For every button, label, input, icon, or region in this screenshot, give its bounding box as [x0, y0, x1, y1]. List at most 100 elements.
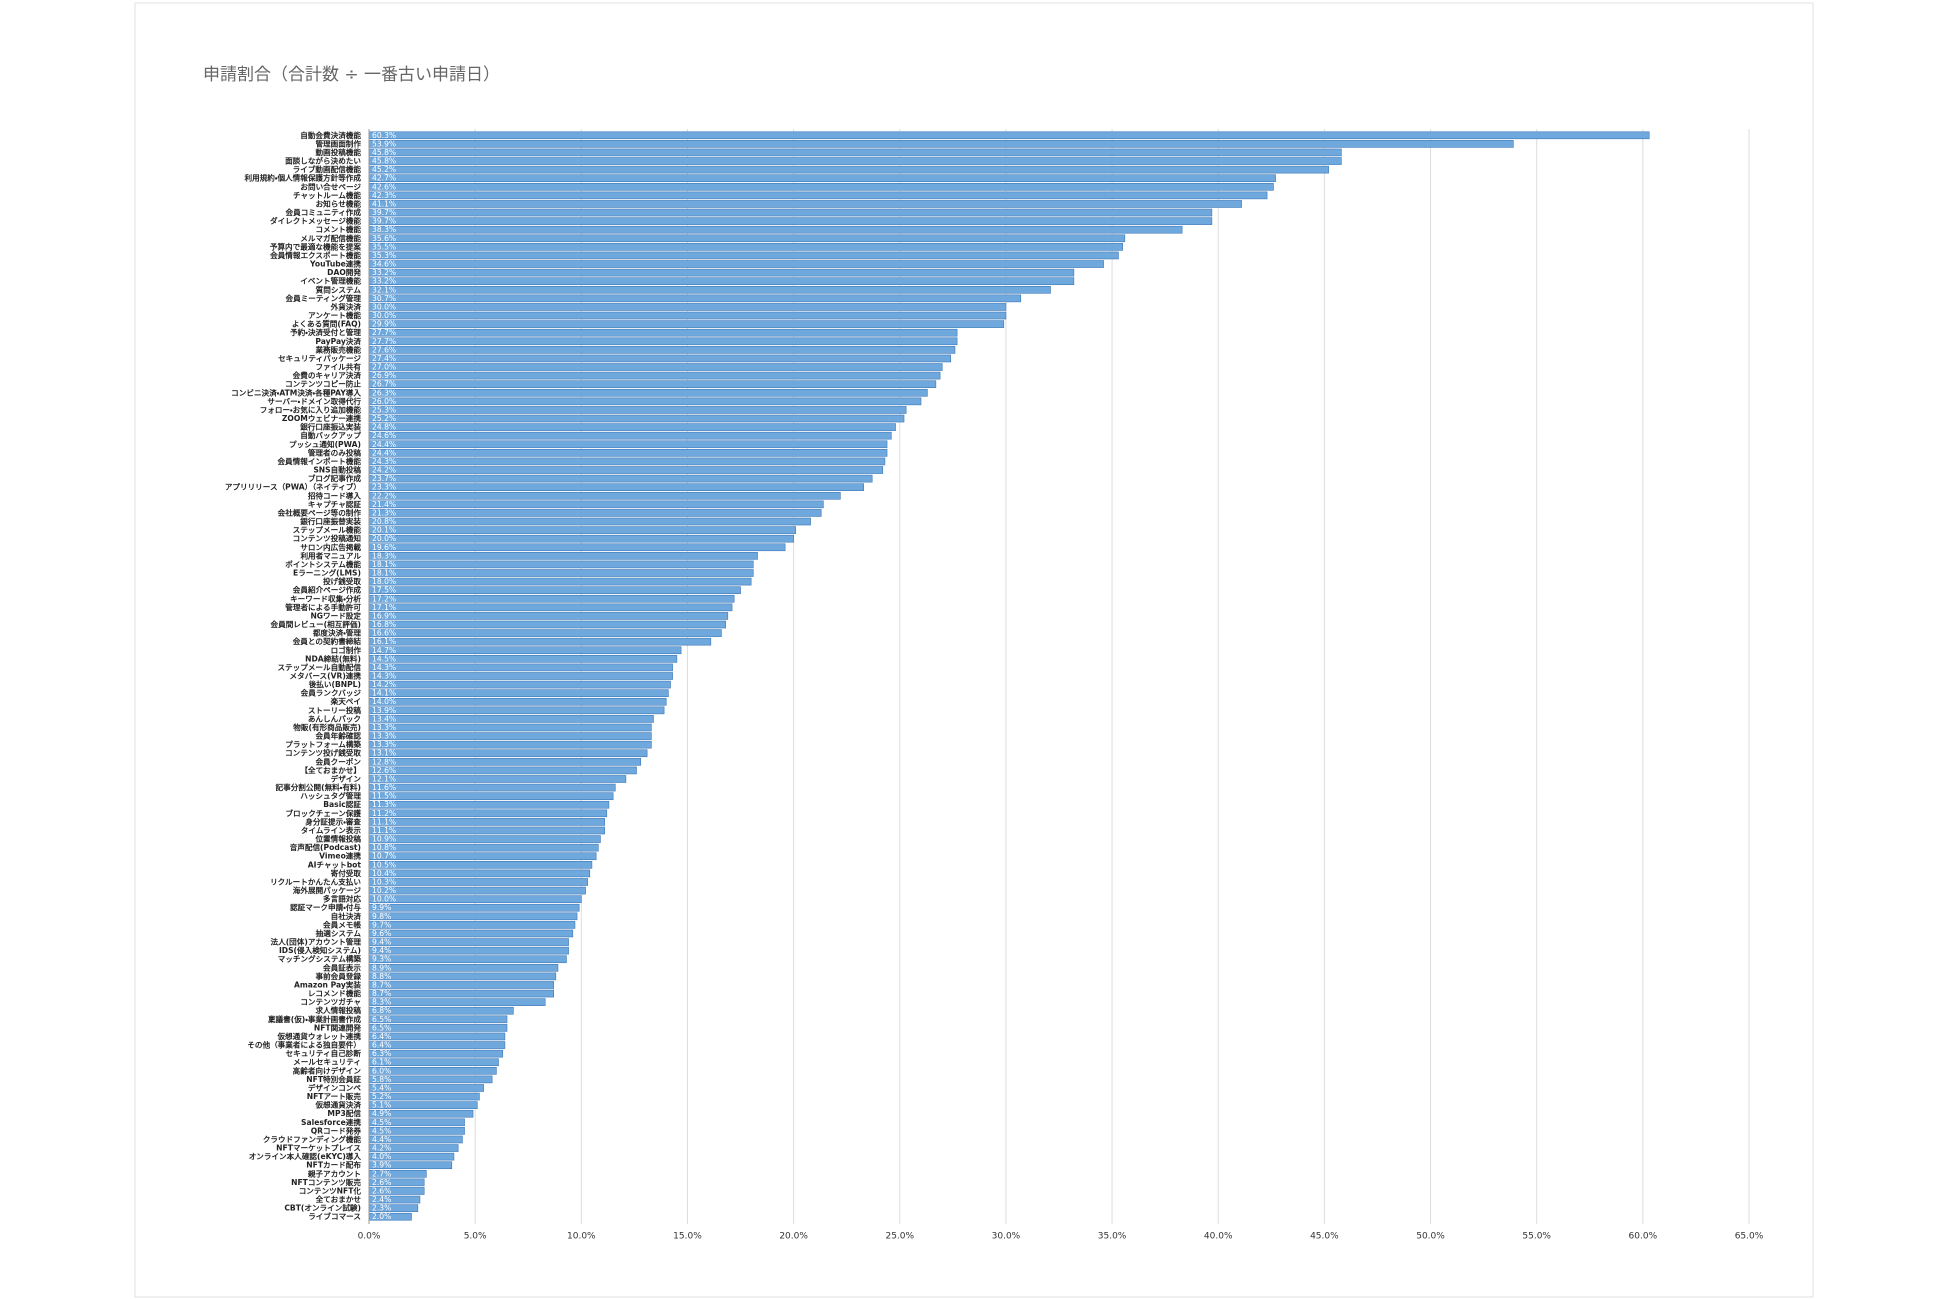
- y-tick-label: 会員コミュニティ作成: [285, 207, 362, 217]
- data-label: 16.1%: [372, 637, 396, 646]
- bar: [368, 963, 559, 972]
- data-label: 6.3%: [372, 1049, 391, 1058]
- y-tick-label: 会員間レビュー(相互評価): [270, 619, 361, 629]
- bar: [368, 775, 627, 783]
- data-label: 19.6%: [372, 543, 396, 552]
- data-label: 45.8%: [372, 148, 396, 157]
- y-tick-label: ポイントシステム機能: [285, 559, 361, 569]
- data-label: 12.1%: [372, 774, 396, 783]
- bar: [368, 809, 608, 818]
- y-tick-label: リクルートかんたん支払い: [270, 876, 361, 886]
- y-tick-label: 管理者のみ投稿: [308, 447, 362, 457]
- y-tick-label: 面談しながら決めたい: [285, 156, 361, 166]
- bar: [368, 715, 654, 723]
- bar: [368, 354, 952, 363]
- bar: [368, 637, 712, 646]
- data-label: 9.7%: [372, 920, 391, 929]
- y-tick-label: 楽天ペイ: [330, 696, 361, 706]
- bar: [368, 594, 735, 603]
- data-label: 2.0%: [372, 1212, 391, 1221]
- y-tick-label: セキュリティ自己診断: [286, 1048, 362, 1058]
- bar: [368, 792, 614, 800]
- bar: [368, 483, 864, 491]
- y-tick-label: フォロー・お気に入り追加機能: [260, 404, 362, 414]
- bar: [368, 938, 569, 946]
- y-tick-label: プラットフォーム構築: [285, 739, 361, 749]
- data-label: 33.2%: [372, 277, 396, 286]
- y-tick-label: アンケート機能: [308, 310, 361, 320]
- y-tick-label: Eラーニング(LMS): [293, 568, 361, 578]
- y-tick-label: キャプチャ認証: [308, 499, 361, 509]
- data-label: 22.2%: [372, 491, 396, 500]
- bar: [368, 800, 610, 809]
- y-tick-label: 会社概要ページ等の制作: [277, 507, 362, 517]
- y-tick-label: メールセキュリティ: [293, 1058, 361, 1067]
- bar: [368, 577, 752, 586]
- data-label: 11.3%: [372, 800, 396, 809]
- data-label: 42.3%: [372, 191, 396, 200]
- bar: [368, 328, 958, 337]
- y-tick-label: チャットルーム機能: [293, 190, 361, 200]
- data-label: 17.2%: [372, 594, 396, 603]
- y-tick-label: 外貨決済: [330, 301, 362, 311]
- bar: [368, 603, 733, 612]
- y-tick-label: 質問システム: [315, 284, 362, 294]
- y-tick-label: イベント管理機能: [300, 276, 361, 286]
- y-tick-label: レコメンド機能: [308, 988, 362, 998]
- y-tick-label: NFT特別会員証: [306, 1074, 361, 1084]
- bar: [368, 723, 652, 732]
- x-tick-label: 50.0%: [1416, 1232, 1445, 1242]
- data-label: 9.3%: [372, 955, 391, 964]
- data-label: 53.9%: [372, 139, 396, 148]
- data-label: 16.8%: [372, 620, 396, 629]
- bar: [368, 586, 741, 594]
- bar: [368, 697, 667, 706]
- bar: [368, 217, 1213, 225]
- bar: [368, 174, 1276, 183]
- data-label: 14.1%: [372, 689, 396, 698]
- data-label: 5.4%: [372, 1083, 391, 1092]
- data-label: 10.7%: [372, 852, 396, 861]
- data-label: 6.5%: [372, 1023, 391, 1032]
- y-tick-label: デザインコンペ: [308, 1082, 362, 1092]
- y-tick-label: 銀行口座振替実装: [299, 516, 361, 526]
- bar: [368, 534, 794, 543]
- data-label: 30.7%: [372, 294, 396, 303]
- data-label: 30.0%: [372, 311, 396, 320]
- y-tick-label: ZOOMウェビナー連携: [282, 413, 362, 423]
- data-label: 26.7%: [372, 380, 396, 389]
- y-tick-label: よくある質問(FAQ): [292, 319, 361, 329]
- y-tick-label: 会員ミーティング管理: [285, 293, 362, 303]
- bar: [368, 860, 593, 869]
- bar: [368, 440, 888, 449]
- y-tick-label: クラウドファンディング機能: [263, 1134, 362, 1144]
- y-tick-label: 予算内で最適な機能を提案: [270, 241, 362, 251]
- y-tick-label: 寄付受取: [331, 868, 362, 878]
- y-tick-label: AIチャットbot: [308, 860, 362, 869]
- bar: [368, 689, 669, 697]
- bar: [368, 569, 754, 577]
- chart-title: 申請割合（合計数 ÷ 一番古い申請日）: [203, 65, 500, 85]
- data-label: 6.1%: [372, 1058, 391, 1067]
- data-label: 4.5%: [372, 1126, 391, 1135]
- bar: [368, 526, 797, 534]
- data-label: 4.2%: [372, 1144, 391, 1153]
- bar: [368, 835, 601, 843]
- data-label: 27.7%: [372, 328, 396, 337]
- y-tick-label: メルマガ配信機能: [300, 233, 361, 243]
- y-tick-label: Salesforce連携: [301, 1117, 361, 1127]
- y-tick-label: 親子アカウント: [307, 1168, 361, 1178]
- bar: [368, 337, 958, 346]
- data-label: 27.6%: [372, 345, 396, 354]
- bar: [368, 414, 905, 423]
- data-label: 11.5%: [372, 792, 396, 801]
- bar: [368, 191, 1268, 200]
- data-label: 26.9%: [372, 371, 396, 380]
- data-label: 9.4%: [372, 938, 391, 947]
- data-label: 13.3%: [372, 732, 396, 741]
- bar: [368, 225, 1183, 234]
- x-tick-label: 15.0%: [673, 1232, 702, 1242]
- y-tick-label: タイムライン表示: [301, 825, 362, 835]
- y-tick-label: 銀行口座振込実装: [299, 422, 361, 432]
- bar: [368, 989, 555, 998]
